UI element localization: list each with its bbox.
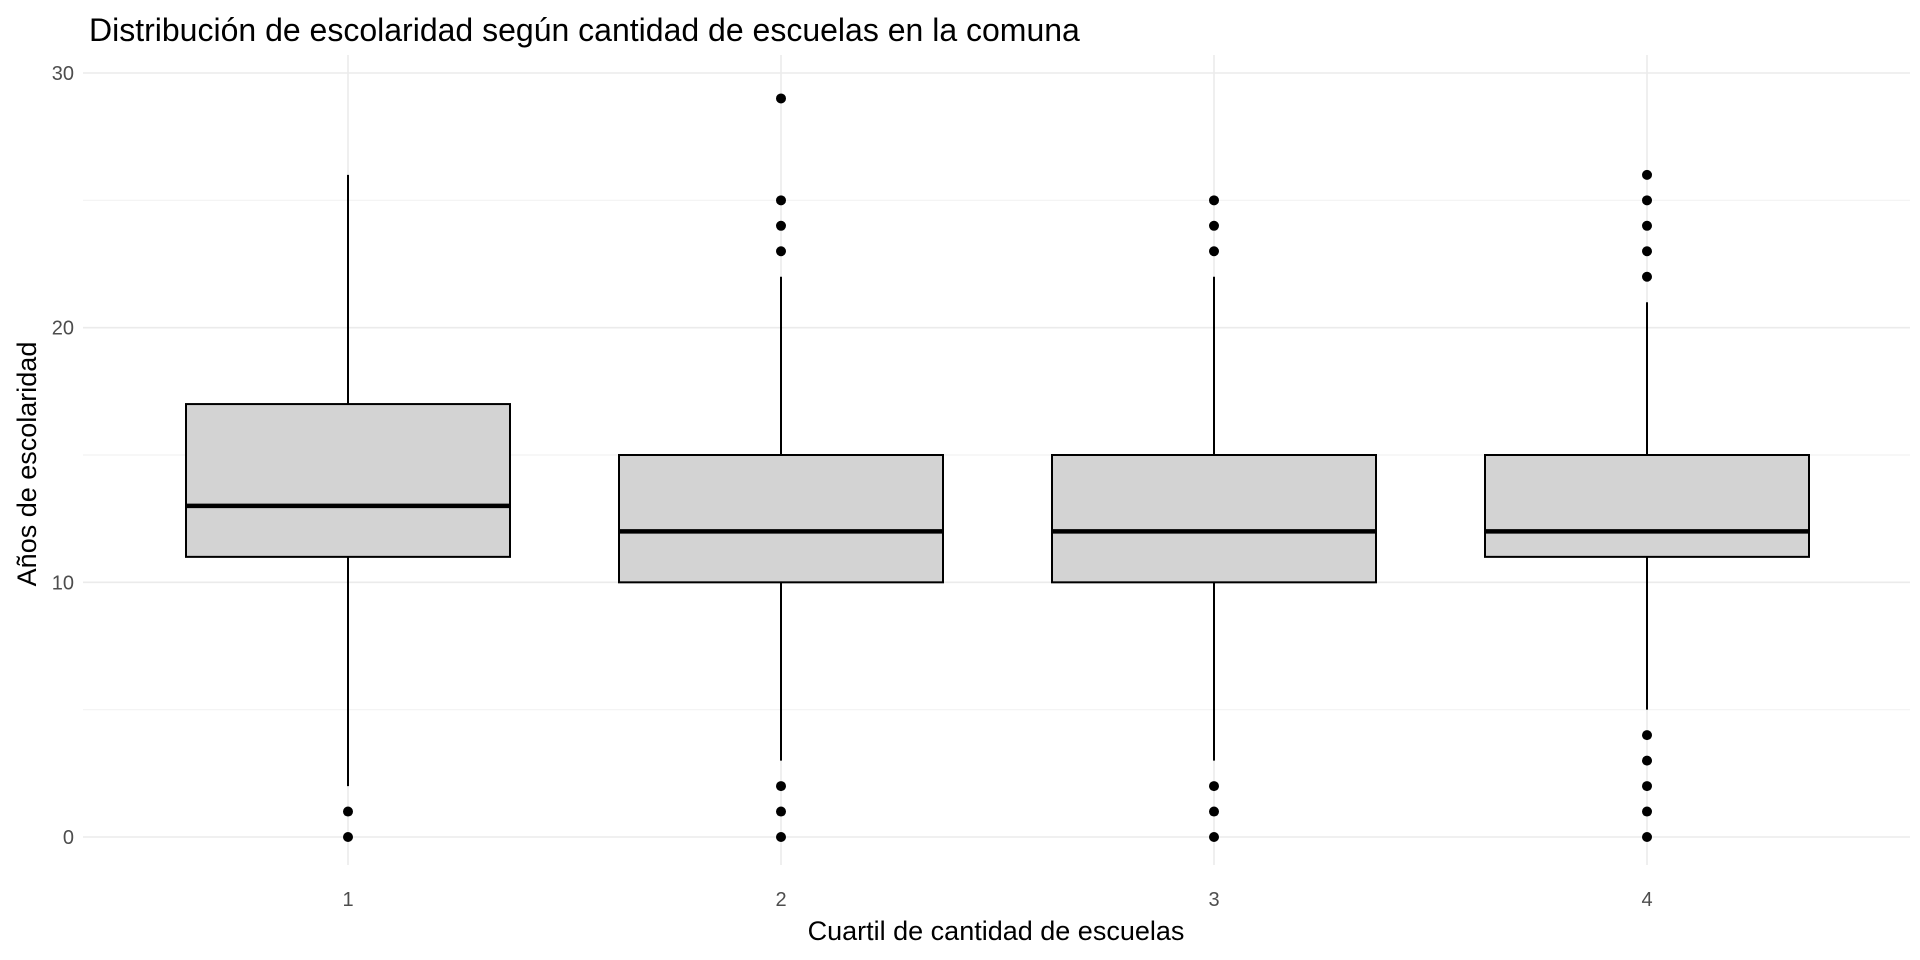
- y-tick-label: 10: [52, 572, 74, 594]
- outlier-point: [776, 806, 786, 817]
- outlier-point: [1642, 169, 1652, 180]
- box-body: [185, 403, 511, 558]
- outlier-point: [776, 93, 786, 104]
- outlier-point: [343, 806, 353, 817]
- tick-layer: 0 10 20 30 1 2 3 4: [52, 63, 1653, 911]
- x-tick-label: 1: [342, 889, 353, 911]
- box-body: [1484, 454, 1810, 558]
- outlier-point: [1209, 781, 1219, 792]
- x-tick-label: 2: [775, 889, 786, 911]
- outlier-point: [1209, 246, 1219, 257]
- outlier-point: [1209, 195, 1219, 206]
- outlier-point: [776, 832, 786, 842]
- outlier-point: [1642, 755, 1652, 766]
- outlier-point: [1642, 246, 1652, 257]
- y-tick-label: 20: [52, 318, 74, 340]
- x-tick-label: 4: [1641, 889, 1652, 911]
- outlier-point: [1642, 806, 1652, 817]
- outlier-point: [1642, 271, 1652, 282]
- box-group: [1484, 169, 1810, 842]
- box-layer: [185, 93, 1810, 842]
- outlier-point: [1209, 220, 1219, 231]
- chart-title: Distribución de escolaridad según cantid…: [89, 12, 1080, 48]
- y-tick-label: 30: [52, 63, 74, 85]
- box-group: [618, 93, 944, 842]
- outlier-point: [776, 781, 786, 792]
- box-body: [1051, 454, 1377, 584]
- outlier-point: [1642, 195, 1652, 206]
- y-axis-title: Años de escolaridad: [12, 342, 42, 587]
- outlier-point: [1642, 781, 1652, 792]
- outlier-point: [1642, 832, 1652, 842]
- outlier-point: [776, 195, 786, 206]
- x-axis-title: Cuartil de cantidad de escuelas: [808, 916, 1185, 946]
- outlier-point: [1642, 730, 1652, 741]
- outlier-point: [1209, 806, 1219, 817]
- box-body: [618, 454, 944, 584]
- outlier-point: [343, 832, 353, 842]
- outlier-point: [1209, 832, 1219, 842]
- outlier-point: [1642, 220, 1652, 231]
- y-tick-label: 0: [63, 827, 74, 849]
- outlier-point: [776, 220, 786, 231]
- x-tick-label: 3: [1208, 889, 1219, 911]
- outlier-point: [776, 246, 786, 257]
- box-group: [185, 174, 511, 842]
- box-group: [1051, 195, 1377, 842]
